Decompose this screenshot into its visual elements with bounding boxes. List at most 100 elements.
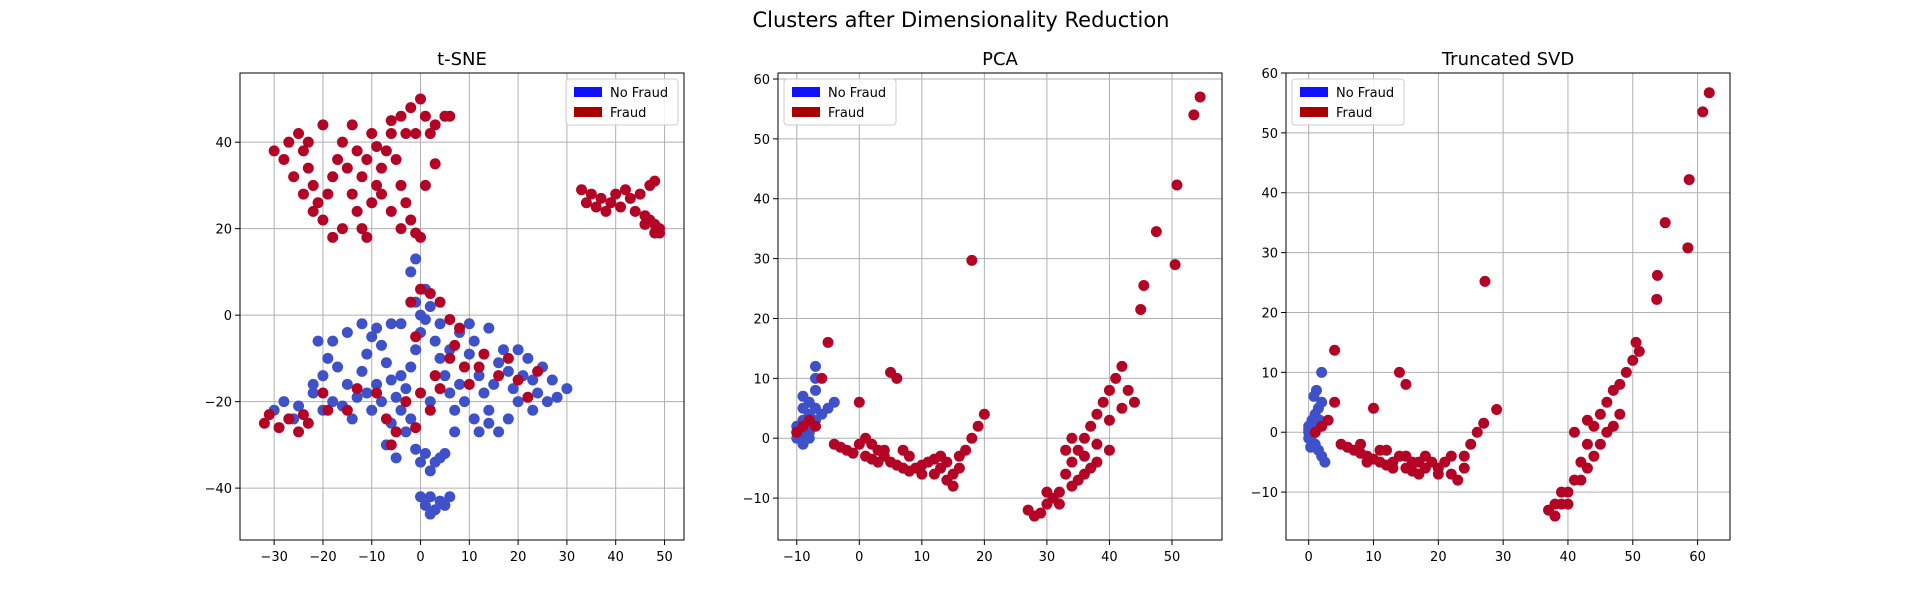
- point-no-fraud: [435, 353, 446, 364]
- point-no-fraud: [810, 385, 821, 396]
- point-fraud: [630, 206, 641, 217]
- point-fraud: [1151, 226, 1162, 237]
- point-fraud: [1368, 403, 1379, 414]
- point-no-fraud: [342, 327, 353, 338]
- point-fraud: [1631, 337, 1642, 348]
- point-fraud: [405, 215, 416, 226]
- point-fraud: [1355, 439, 1366, 450]
- point-fraud: [1135, 304, 1146, 315]
- point-fraud: [1085, 421, 1096, 432]
- point-fraud: [444, 353, 455, 364]
- y-tick-label: 20: [753, 312, 770, 327]
- point-fraud: [1394, 367, 1405, 378]
- point-fraud: [410, 422, 421, 433]
- point-no-fraud: [527, 405, 538, 416]
- point-no-fraud: [459, 396, 470, 407]
- point-no-fraud: [522, 353, 533, 364]
- point-fraud: [1479, 276, 1490, 287]
- point-no-fraud: [386, 375, 397, 386]
- y-tick-label: 40: [215, 136, 232, 151]
- point-no-fraud: [1316, 367, 1327, 378]
- point-fraud: [954, 451, 965, 462]
- point-fraud: [269, 145, 280, 156]
- point-no-fraud: [503, 413, 514, 424]
- point-fraud: [376, 189, 387, 200]
- point-fraud: [816, 373, 827, 384]
- point-no-fraud: [449, 405, 460, 416]
- point-fraud: [308, 180, 319, 191]
- point-no-fraud: [503, 366, 514, 377]
- point-no-fraud: [415, 491, 426, 502]
- point-fraud: [322, 189, 333, 200]
- point-fraud: [347, 119, 358, 130]
- point-fraud: [347, 189, 358, 200]
- point-fraud: [1060, 469, 1071, 480]
- point-fraud: [361, 154, 372, 165]
- point-no-fraud: [547, 375, 558, 386]
- subplot-1: −10 0 10 20 30 40 50−100102030405060PCANo Frau…: [743, 49, 1222, 565]
- point-fraud: [322, 405, 333, 416]
- point-fraud: [522, 392, 533, 403]
- points-layer: [791, 91, 1205, 521]
- point-fraud: [435, 383, 446, 394]
- point-fraud: [1079, 451, 1090, 462]
- point-fraud: [898, 445, 909, 456]
- point-fraud: [410, 331, 421, 342]
- points-layer: [259, 93, 665, 519]
- point-fraud: [1478, 418, 1489, 429]
- point-no-fraud: [386, 318, 397, 329]
- point-fraud: [425, 288, 436, 299]
- point-fraud: [1446, 451, 1457, 462]
- point-no-fraud: [410, 344, 421, 355]
- point-fraud: [948, 481, 959, 492]
- point-no-fraud: [391, 452, 402, 463]
- point-no-fraud: [308, 379, 319, 390]
- point-fraud: [1123, 385, 1134, 396]
- point-fraud: [1110, 373, 1121, 384]
- point-fraud: [1704, 87, 1715, 98]
- point-fraud: [1465, 439, 1476, 450]
- point-fraud: [264, 409, 275, 420]
- point-fraud: [454, 323, 465, 334]
- point-fraud: [352, 145, 363, 156]
- point-no-fraud: [449, 426, 460, 437]
- x-tick-label: 30: [1495, 550, 1512, 565]
- point-fraud: [1091, 439, 1102, 450]
- point-fraud: [649, 227, 660, 238]
- point-fraud: [1562, 499, 1573, 510]
- point-no-fraud: [391, 392, 402, 403]
- point-fraud: [337, 223, 348, 234]
- x-tick-label: 20: [976, 550, 993, 565]
- point-fraud: [459, 362, 470, 373]
- point-fraud: [371, 387, 382, 398]
- point-fraud: [317, 387, 328, 398]
- point-fraud: [973, 421, 984, 432]
- legend: No Fraud Fraud: [784, 79, 896, 125]
- point-fraud: [400, 197, 411, 208]
- y-tick-label: −20: [205, 396, 232, 411]
- subplot-title: PCA: [982, 49, 1018, 70]
- x-tick-label: 10: [914, 550, 931, 565]
- y-tick-label: 20: [1261, 306, 1278, 321]
- point-fraud: [1413, 457, 1424, 468]
- point-fraud: [1116, 361, 1127, 372]
- point-fraud: [415, 93, 426, 104]
- point-fraud: [420, 180, 431, 191]
- point-no-fraud: [493, 426, 504, 437]
- x-tick-label: 40: [1101, 550, 1118, 565]
- point-no-fraud: [405, 362, 416, 373]
- point-fraud: [1138, 280, 1149, 291]
- point-no-fraud: [410, 253, 421, 264]
- point-fraud: [444, 314, 455, 325]
- x-tick-label: 50: [656, 550, 673, 565]
- point-fraud: [1491, 404, 1502, 415]
- point-fraud: [979, 409, 990, 420]
- legend-label: No Fraud: [1336, 86, 1394, 101]
- point-fraud: [1595, 439, 1606, 450]
- x-tick-label: 50: [1164, 550, 1181, 565]
- subplots: −30 −20 −10 0 10 20 30 40 50 −40 −20 0 20 40 t-SNE No F…: [205, 49, 1730, 565]
- point-fraud: [386, 128, 397, 139]
- point-fraud: [444, 111, 455, 122]
- point-fraud: [376, 163, 387, 174]
